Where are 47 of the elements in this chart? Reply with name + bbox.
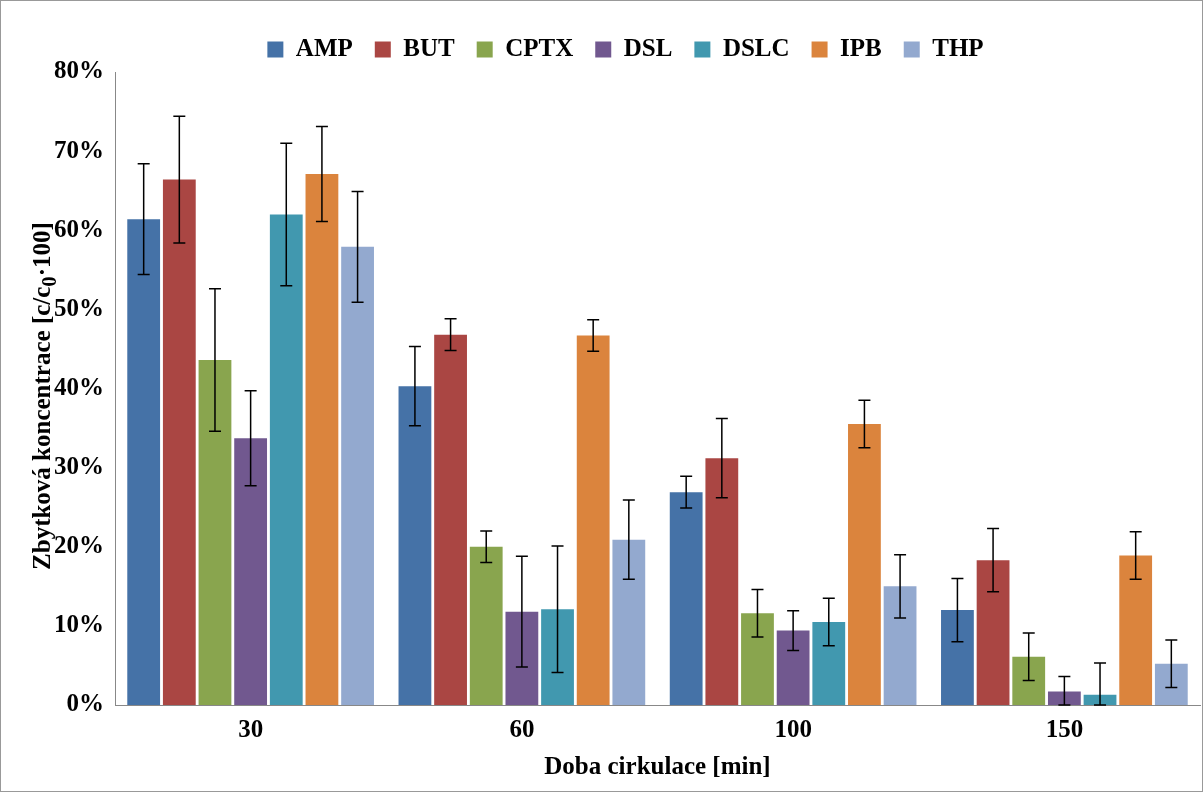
bar [705,458,739,705]
bar [162,179,196,705]
bar [341,246,374,705]
y-tick-label: 30% [54,452,104,480]
bar [776,630,810,705]
bar [741,613,774,705]
x-tick-label: 30 [238,715,264,743]
bar [812,621,846,705]
bar [612,539,646,705]
x-tick-label: 60 [509,715,535,743]
bar [269,214,303,705]
bar [398,386,432,705]
bar [1154,663,1188,705]
y-tick-label: 0% [66,689,104,717]
bar [434,334,467,705]
bar [505,611,539,705]
y-tick-label: 70% [54,135,104,163]
x-tick-label: 100 [774,715,812,743]
bar [848,424,881,705]
x-tick-label: 150 [1045,715,1084,743]
y-tick-label: 60% [54,214,104,242]
legend-label: BUT [403,33,456,61]
bar [976,560,1010,705]
y-tick-label: 10% [54,610,104,638]
bar [576,335,610,705]
bar [1119,555,1153,705]
y-tick-label: 50% [54,293,104,321]
legend-label: CPTX [505,33,574,61]
bar [883,586,917,705]
bar [1047,691,1081,705]
legend-label: DSLC [722,33,790,61]
y-tick-label: 80% [54,56,104,84]
bar [127,219,161,705]
bar [234,438,268,705]
bar [669,492,703,705]
legend-label: THP [932,33,984,61]
y-tick-label: 40% [54,372,104,400]
bar [305,174,339,705]
x-axis-title: Doba cirkulace [min] [544,752,771,780]
legend-label: IPB [840,33,882,61]
bar [198,360,232,705]
bar [941,610,974,705]
bar [1012,656,1046,705]
legend-label: DSL [623,33,673,61]
legend-label: AMP [295,33,353,61]
bar [541,609,574,705]
bar [469,546,503,705]
